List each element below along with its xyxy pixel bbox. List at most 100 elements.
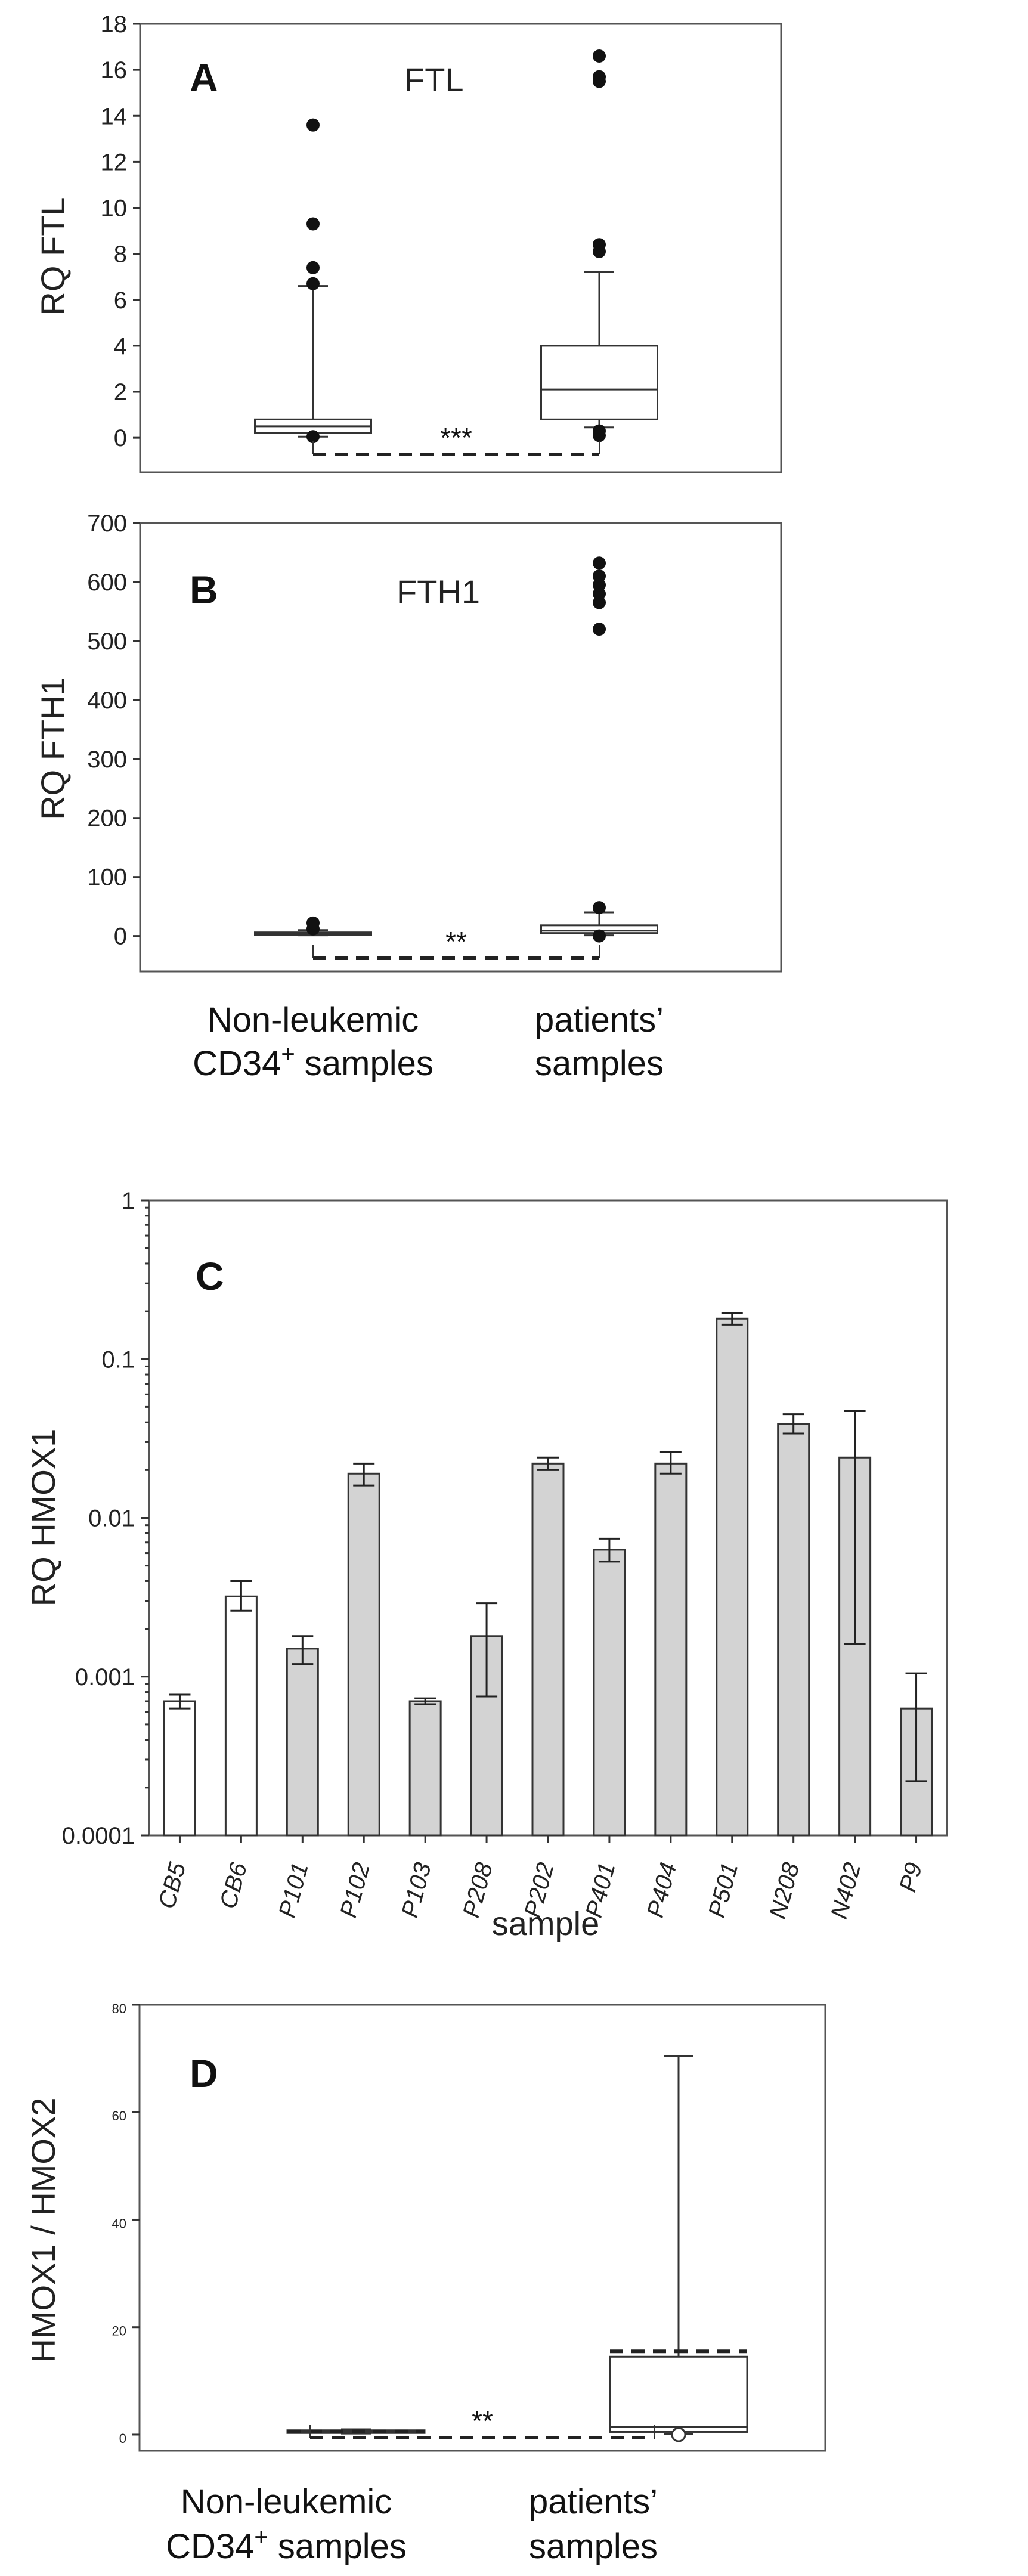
- panel-d-significance: **: [472, 2405, 493, 2436]
- panel-a-y-tick-label: 6: [114, 287, 127, 314]
- panel-b-y-tick-label: 500: [87, 628, 127, 655]
- panel-d-group2-line2: samples: [529, 2527, 658, 2566]
- panel-a-gene-title: FTL: [404, 61, 464, 98]
- panel-a-group1-outlier: [306, 430, 320, 444]
- panel-c-x-tick-label: N402: [826, 1860, 866, 1922]
- panel-d-group1-line1: Non-leukemic: [181, 2482, 392, 2521]
- panel-a-y-ticks: 0 2 4 6 8 10 12 14 16 18: [101, 11, 140, 451]
- panel-b-y-tick-label: 0: [114, 924, 127, 950]
- panel-d-group2-line1: patients’: [529, 2482, 658, 2521]
- panel-a-group1-outlier: [306, 118, 320, 132]
- panel-b-group2-outlier: [593, 929, 606, 943]
- panel-d-y-tick-label: 60: [112, 2109, 126, 2123]
- panel-d-chart: D HMOX1 / HMOX2 0 20 40 60 80 ** Non-leukemi…: [24, 2001, 826, 2566]
- panel-b-significance: **: [445, 926, 467, 957]
- panel-b-group2-line2: samples: [535, 1044, 664, 1083]
- panel-a-group2-outlier: [593, 424, 606, 438]
- panel-a-y-tick-label: 10: [101, 196, 128, 222]
- panel-a-y-tick-label: 8: [114, 242, 127, 268]
- panel-a-group2-outlier: [593, 238, 606, 252]
- panel-d-group1-line2: CD34+ samples: [166, 2524, 407, 2566]
- panel-c-bar-p103: [408, 1700, 442, 1837]
- panel-b-letter: B: [190, 568, 218, 612]
- panel-a-y-axis-label: RQ FTL: [34, 197, 72, 315]
- panel-c-x-tick-label: P103: [397, 1860, 436, 1921]
- panel-c-x-tick-label: P501: [704, 1860, 744, 1921]
- panel-c-bar-p101: [286, 1648, 319, 1837]
- panel-b-group1-line2: CD34+ samples: [193, 1041, 434, 1083]
- panel-a-significance: ***: [440, 422, 472, 453]
- panel-c-letter: C: [196, 1254, 224, 1298]
- panel-b-y-axis-label: RQ FTH1: [34, 677, 72, 820]
- panel-b-marks: [254, 556, 658, 960]
- panel-d-plot-frame: [138, 2004, 826, 2452]
- panel-b-y-ticks: 0 100 200 300 400 500 600 700: [87, 510, 140, 950]
- panel-c-bar-cb6: [224, 1595, 258, 1837]
- panel-b-gene-title: FTH1: [397, 573, 480, 611]
- panel-b-group2-outlier: [593, 569, 606, 583]
- panel-d-y-axis-label: HMOX1 / HMOX2: [24, 2098, 62, 2363]
- panel-b-y-tick-label: 400: [87, 688, 127, 714]
- panel-c-x-axis-label: sample: [492, 1905, 600, 1942]
- panel-b-y-tick-label: 600: [87, 569, 127, 596]
- panel-c-bar-cb5: [163, 1700, 196, 1837]
- panel-a-y-tick-label: 0: [114, 425, 127, 451]
- panel-a-group2-outlier: [593, 70, 606, 83]
- panel-c-bar-n208: [777, 1423, 810, 1837]
- panel-a-y-tick-label: 18: [101, 11, 128, 38]
- panel-c-bar-p202: [531, 1462, 565, 1837]
- panel-c-y-ticks: 0.0001 0.001 0.01 0.1 1: [62, 1188, 149, 1849]
- panel-d-marks: [286, 2055, 748, 2442]
- panel-b-y-tick-label: 300: [87, 747, 127, 773]
- panel-b-group2-outlier: [593, 556, 606, 570]
- panel-a-group1-outlier: [306, 217, 320, 231]
- panel-c-bar-p401: [593, 1549, 626, 1837]
- panel-c-y-tick-label: 0.1: [101, 1346, 135, 1373]
- panel-b-plot-frame: [139, 522, 782, 973]
- panel-c-y-tick-label: 0.01: [88, 1506, 135, 1532]
- panel-c-bar-p501: [716, 1317, 749, 1837]
- panel-c-marks: CB5 CB6 P101 P102 P103 P208 P202 P401 P404 P501 N2…: [154, 1312, 933, 1922]
- panel-c-bar-p404: [654, 1462, 688, 1837]
- panel-c-x-tick-label: CB5: [154, 1859, 191, 1911]
- panel-b-group1-line1: Non-leukemic: [208, 1001, 419, 1039]
- panel-a-group2-outlier: [593, 49, 606, 63]
- panel-c-y-tick-label: 1: [122, 1188, 135, 1214]
- panel-d-group2-box: [609, 2355, 748, 2433]
- panel-c-bar-p102: [347, 1472, 380, 1837]
- panel-c-x-tick-label: P101: [274, 1860, 314, 1921]
- panel-b-chart: B FTH1 RQ FTH1 0 100 200 300 400 500 600 700 **…: [34, 510, 782, 1083]
- panel-c-y-axis-label: RQ HMOX1: [24, 1429, 62, 1607]
- panel-d-letter: D: [190, 2051, 218, 2095]
- panel-d-y-tick-label: 0: [119, 2431, 126, 2446]
- panel-c-y-tick-label: 0.001: [75, 1664, 135, 1690]
- panel-d-y-tick-label: 40: [112, 2216, 126, 2231]
- panel-a-letter: A: [190, 55, 218, 100]
- panel-c-x-tick-label: N208: [764, 1859, 804, 1921]
- panel-a-group1-outlier: [306, 277, 320, 290]
- panel-a-y-tick-label: 12: [101, 149, 128, 175]
- panel-c-chart: C RQ HMOX1 sample 0.0001 0.001 0.01 0.1 1 CB…: [24, 1188, 948, 1942]
- panel-a-y-tick-label: 4: [114, 333, 127, 360]
- panel-c-x-tick-label: P404: [642, 1860, 682, 1921]
- panel-b-y-tick-label: 200: [87, 806, 127, 832]
- panel-a-plot-frame: [139, 23, 782, 473]
- panel-d-group2-open-marker: [671, 2427, 686, 2442]
- panel-a-group2-box: [540, 345, 658, 420]
- panel-b-group1-outlier: [306, 916, 320, 930]
- panel-a-group1-outlier: [306, 261, 320, 274]
- panel-b-group2-line1: patients’: [535, 1001, 664, 1039]
- panel-b-group2-outlier: [593, 901, 606, 915]
- panel-a-y-tick-label: 14: [101, 103, 128, 129]
- panel-b-y-tick-label: 700: [87, 510, 127, 537]
- panel-b-group2-outlier: [593, 623, 606, 636]
- panel-a-y-tick-label: 2: [114, 379, 127, 405]
- panel-a-marks: [254, 49, 658, 456]
- panel-c-x-tick-label: P401: [581, 1860, 621, 1921]
- panel-c-y-tick-label: 0.0001: [62, 1823, 135, 1849]
- panel-c-x-tick-label: CB6: [215, 1859, 252, 1911]
- panel-c-x-tick-label: P9: [894, 1860, 927, 1895]
- panel-c-x-tick-label: P102: [335, 1860, 375, 1921]
- panel-a-chart: A FTL RQ FTL 0 2 4 6 8 10 12 14 16 18 ***: [34, 11, 782, 473]
